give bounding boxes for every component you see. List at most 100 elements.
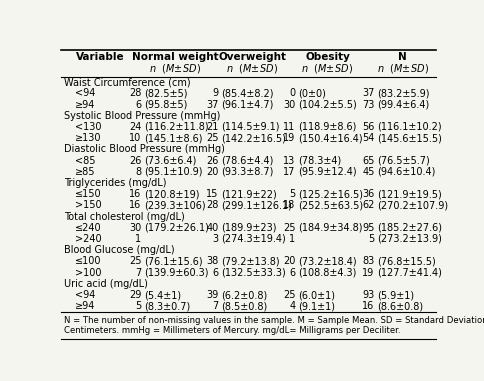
Text: (99.4±6.4): (99.4±6.4) [376, 99, 428, 109]
Text: 36: 36 [362, 189, 374, 199]
Text: 13: 13 [283, 155, 295, 166]
Text: (145.1±8.6): (145.1±8.6) [143, 133, 202, 143]
Text: 54: 54 [362, 133, 374, 143]
Text: Blood Glucose (mg/dL): Blood Glucose (mg/dL) [64, 245, 175, 255]
Text: 17: 17 [283, 167, 295, 177]
Text: Triglycerides (mg/dL): Triglycerides (mg/dL) [64, 178, 166, 188]
Text: Systolic Blood Pressure (mmHg): Systolic Blood Pressure (mmHg) [64, 111, 220, 121]
Text: (299.1±126.1): (299.1±126.1) [220, 200, 291, 210]
Text: 25: 25 [283, 223, 295, 233]
Text: <94: <94 [75, 290, 95, 300]
Text: 20: 20 [206, 167, 218, 177]
Text: (95.8±5): (95.8±5) [143, 99, 187, 109]
Text: 16: 16 [129, 189, 141, 199]
Text: 8: 8 [135, 167, 141, 177]
Text: 18: 18 [283, 200, 295, 210]
Text: Uric acid (mg/dL): Uric acid (mg/dL) [64, 279, 148, 289]
Text: ≤240: ≤240 [75, 223, 101, 233]
Text: 19: 19 [362, 267, 374, 278]
Text: (9.1±1): (9.1±1) [297, 301, 334, 311]
Text: Waist Circumference (cm): Waist Circumference (cm) [64, 77, 191, 87]
Text: 26: 26 [129, 155, 141, 166]
Text: 39: 39 [206, 290, 218, 300]
Text: 45: 45 [362, 167, 374, 177]
Text: 15: 15 [206, 189, 218, 199]
Text: ≥130: ≥130 [75, 133, 101, 143]
Text: Obesity: Obesity [304, 53, 349, 62]
Text: (184.9±34.8): (184.9±34.8) [297, 223, 362, 233]
Text: (273.2±13.9): (273.2±13.9) [376, 234, 441, 244]
Text: (104.2±5.5): (104.2±5.5) [297, 99, 356, 109]
Text: (6.0±1): (6.0±1) [297, 290, 334, 300]
Text: (83.2±5.9): (83.2±5.9) [376, 88, 428, 98]
Text: (239.3±106): (239.3±106) [143, 200, 205, 210]
Text: $n$  $(M\!\pm\!SD)$: $n$ $(M\!\pm\!SD)$ [149, 62, 201, 75]
Text: (125.2±16.5): (125.2±16.5) [297, 189, 362, 199]
Text: (78.6±4.4): (78.6±4.4) [220, 155, 272, 166]
Text: Total cholesterol (mg/dL): Total cholesterol (mg/dL) [64, 211, 185, 222]
Text: (6.2±0.8): (6.2±0.8) [220, 290, 267, 300]
Text: (82.5±5): (82.5±5) [143, 88, 187, 98]
Text: (8.6±0.8): (8.6±0.8) [376, 301, 422, 311]
Text: ≤150: ≤150 [75, 189, 101, 199]
Text: (76.8±15.5): (76.8±15.5) [376, 256, 435, 266]
Text: 6: 6 [135, 99, 141, 109]
Text: ≥94: ≥94 [75, 301, 95, 311]
Text: 21: 21 [206, 122, 218, 132]
Text: 5: 5 [288, 189, 295, 199]
Text: $n$  $(M\!\pm\!SD)$: $n$ $(M\!\pm\!SD)$ [301, 62, 353, 75]
Text: (73.6±6.4): (73.6±6.4) [143, 155, 196, 166]
Text: >150: >150 [75, 200, 101, 210]
Text: (132.5±33.3): (132.5±33.3) [220, 267, 285, 278]
Text: 25: 25 [283, 290, 295, 300]
Text: 20: 20 [283, 256, 295, 266]
Text: N: N [397, 53, 406, 62]
Text: >100: >100 [75, 267, 101, 278]
Text: (179.2±26.1): (179.2±26.1) [143, 223, 208, 233]
Text: $n$  $(M\!\pm\!SD)$: $n$ $(M\!\pm\!SD)$ [226, 62, 278, 75]
Text: (96.1±4.7): (96.1±4.7) [220, 99, 272, 109]
Text: 7: 7 [212, 301, 218, 311]
Text: (120.8±19): (120.8±19) [143, 189, 199, 199]
Text: ≥94: ≥94 [75, 99, 95, 109]
Text: 28: 28 [206, 200, 218, 210]
Text: 56: 56 [362, 122, 374, 132]
Text: (145.6±15.5): (145.6±15.5) [376, 133, 441, 143]
Text: (121.9±22): (121.9±22) [220, 189, 276, 199]
Text: 1: 1 [135, 234, 141, 244]
Text: (150.4±16.4): (150.4±16.4) [297, 133, 362, 143]
Text: 16: 16 [362, 301, 374, 311]
Text: (8.3±0.7): (8.3±0.7) [143, 301, 190, 311]
Text: (79.2±13.8): (79.2±13.8) [220, 256, 279, 266]
Text: (118.9±8.6): (118.9±8.6) [297, 122, 355, 132]
Text: 40: 40 [206, 223, 218, 233]
Text: Normal weight: Normal weight [132, 53, 218, 62]
Text: 38: 38 [206, 256, 218, 266]
Text: Variable: Variable [76, 53, 124, 62]
Text: (76.5±5.7): (76.5±5.7) [376, 155, 429, 166]
Text: ≤100: ≤100 [75, 256, 101, 266]
Text: 3: 3 [212, 234, 218, 244]
Text: 25: 25 [206, 133, 218, 143]
Text: 37: 37 [206, 99, 218, 109]
Text: 11: 11 [283, 122, 295, 132]
Text: <85: <85 [75, 155, 95, 166]
Text: 16: 16 [129, 200, 141, 210]
Text: 4: 4 [289, 301, 295, 311]
Text: (0±0): (0±0) [297, 88, 325, 98]
Text: (116.1±10.2): (116.1±10.2) [376, 122, 440, 132]
Text: (5.9±1): (5.9±1) [376, 290, 413, 300]
Text: (189.9±23): (189.9±23) [220, 223, 276, 233]
Text: 65: 65 [362, 155, 374, 166]
Text: (185.2±27.6): (185.2±27.6) [376, 223, 441, 233]
Text: (142.2±16.5): (142.2±16.5) [220, 133, 285, 143]
Text: (78.3±4): (78.3±4) [297, 155, 340, 166]
Text: 10: 10 [129, 133, 141, 143]
Text: 5: 5 [135, 301, 141, 311]
Text: (274.3±19.4): (274.3±19.4) [220, 234, 285, 244]
Text: (76.1±15.6): (76.1±15.6) [143, 256, 202, 266]
Text: 95: 95 [362, 223, 374, 233]
Text: 25: 25 [129, 256, 141, 266]
Text: 7: 7 [135, 267, 141, 278]
Text: (108.8±4.3): (108.8±4.3) [297, 267, 355, 278]
